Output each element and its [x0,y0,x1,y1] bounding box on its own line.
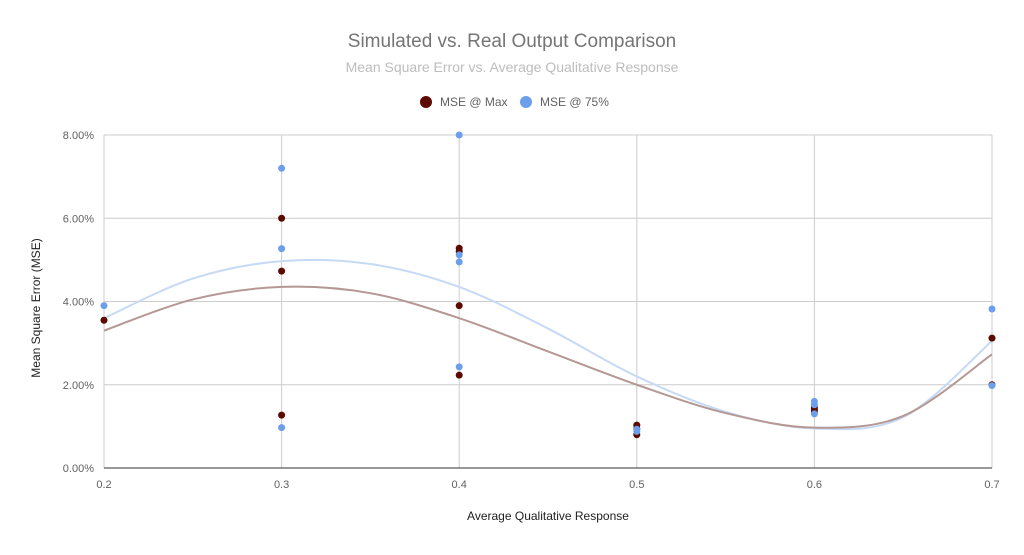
y-tick-label: 0.00% [63,463,94,475]
data-point [278,245,286,253]
x-tick-label: 0.5 [629,479,644,491]
data-point [455,131,463,139]
x-tick-label: 0.3 [274,479,289,491]
data-point [278,267,286,275]
y-tick-label: 8.00% [63,130,94,142]
data-point [633,427,641,435]
data-point [455,302,463,310]
data-point [278,411,286,419]
y-tick-label: 4.00% [63,297,94,309]
legend-marker [520,96,532,108]
data-point [100,302,108,310]
grid-lines [103,134,993,469]
trendline [103,258,993,431]
data-point [988,334,996,342]
x-tick-label: 0.6 [807,479,822,491]
x-tick-label: 0.4 [452,479,467,491]
legend: MSE @ Max MSE @ 75% [420,95,609,109]
data-point [810,401,818,409]
data-point [810,410,818,418]
chart-subtitle: Mean Square Error vs. Average Qualitativ… [346,59,679,75]
legend-label: MSE @ 75% [540,95,609,109]
trendlines [103,258,993,431]
data-point [278,214,286,222]
chart-title: Simulated vs. Real Output Comparison [348,31,676,52]
x-tick-label: 0.7 [984,479,999,491]
legend-label: MSE @ Max [440,95,508,109]
y-tick-label: 6.00% [63,213,94,225]
data-points [100,131,996,439]
x-axis-title: Average Qualitative Response [467,509,629,523]
tick-labels: 0.00% 2.00% 4.00% 6.00% 8.00% 0.2 0.3 0.4 0.5 0.6… [63,130,1000,491]
data-point [455,251,463,259]
data-point [100,316,108,324]
data-point [988,382,996,390]
data-point [455,371,463,379]
data-point [278,164,286,172]
data-point [278,424,286,432]
data-point [455,258,463,266]
trendline [103,285,993,429]
x-tick-label: 0.2 [96,479,111,491]
y-tick-label: 2.00% [63,380,94,392]
y-axis-title: Mean Square Error (MSE) [29,238,43,377]
data-point [988,305,996,313]
legend-marker [420,96,432,108]
data-point [455,363,463,371]
